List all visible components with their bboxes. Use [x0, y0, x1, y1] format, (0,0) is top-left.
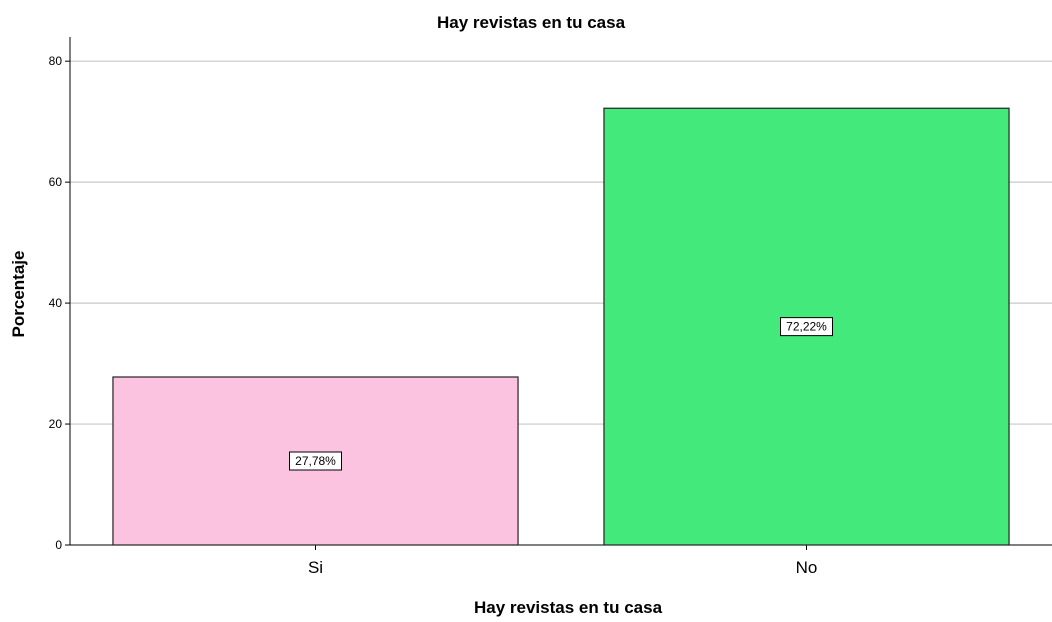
chart-title: Hay revistas en tu casa: [437, 13, 626, 32]
tick-labels: 0 20 40 60 80 Si No: [49, 54, 818, 577]
data-label-box: [780, 317, 833, 337]
data-label: 72,22%: [786, 320, 827, 334]
y-axis-title: Porcentaje: [9, 251, 28, 338]
y-tick-label: 0: [55, 538, 62, 552]
data-labels: 27,78% 72,22%: [289, 317, 833, 471]
x-axis-title: Hay revistas en tu casa: [474, 598, 663, 617]
data-label-box: [289, 451, 342, 471]
bars: [112, 107, 1010, 546]
x-tick-label: No: [796, 558, 818, 577]
y-tick-label: 20: [49, 417, 63, 431]
y-tick-label: 80: [49, 54, 63, 68]
y-tick-label: 40: [49, 296, 63, 310]
y-tick-label: 60: [49, 175, 63, 189]
data-label: 27,78%: [295, 454, 336, 468]
x-tick-label: Si: [308, 558, 323, 577]
